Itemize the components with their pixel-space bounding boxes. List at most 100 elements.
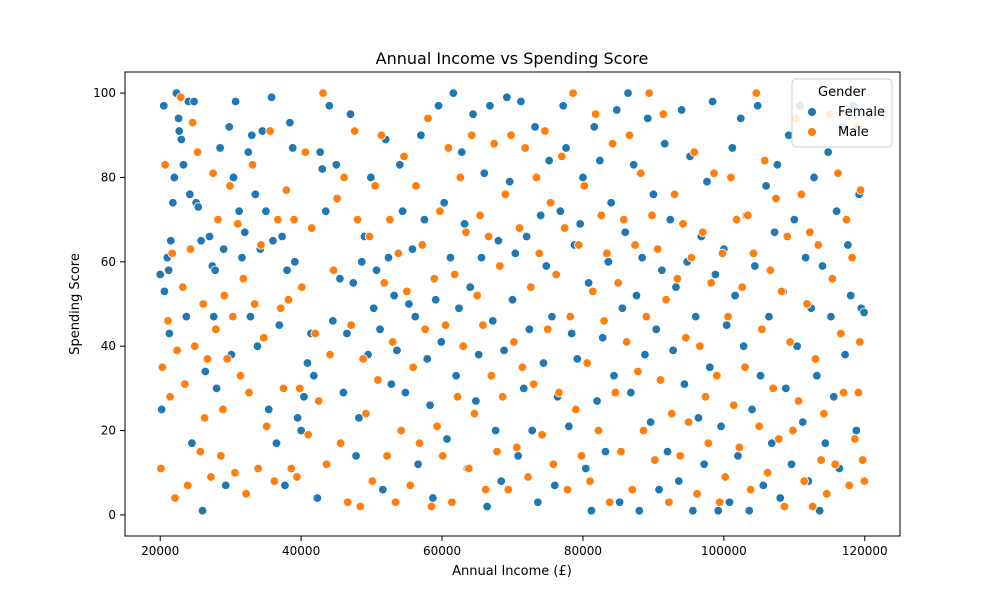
data-point-male <box>450 269 460 280</box>
data-point-female <box>609 371 619 381</box>
chart-title: Annual Income vs Spending Score <box>376 49 649 68</box>
data-point-female <box>524 324 535 335</box>
data-point-male <box>367 476 378 486</box>
data-point-female <box>348 278 358 288</box>
data-point-female <box>397 206 408 216</box>
data-point-male <box>219 290 230 301</box>
data-point-male <box>743 210 753 221</box>
data-point-male <box>283 295 294 305</box>
data-point-male <box>526 282 536 292</box>
data-point-female <box>178 160 189 170</box>
data-point-female <box>155 269 165 280</box>
x-tick-label: 100000 <box>701 544 747 558</box>
data-point-male <box>202 354 213 364</box>
data-point-female <box>733 451 743 461</box>
data-point-female <box>676 105 687 115</box>
data-point-male <box>175 92 186 103</box>
data-point-female <box>419 214 430 225</box>
data-point-female <box>490 425 501 436</box>
data-point-male <box>489 139 499 149</box>
data-point-male <box>300 147 311 157</box>
data-point-male <box>571 404 581 415</box>
data-point-female <box>292 413 303 423</box>
data-point-female <box>366 172 376 183</box>
data-point-male <box>438 451 448 461</box>
data-point-female <box>454 303 464 313</box>
data-point-male <box>723 311 733 322</box>
data-point-female <box>476 252 487 263</box>
y-axis-label: Spending Score <box>68 253 83 355</box>
data-point-female <box>530 122 540 132</box>
data-point-male <box>740 362 750 372</box>
data-point-male <box>689 147 699 157</box>
data-point-male <box>548 459 559 469</box>
data-point-male <box>512 442 522 453</box>
data-point-male <box>650 455 660 465</box>
data-point-male <box>321 459 332 469</box>
data-point-female <box>643 113 653 124</box>
data-point-male <box>361 408 371 419</box>
data-point-male <box>235 371 246 381</box>
data-point-male <box>273 214 283 225</box>
data-point-male <box>850 434 860 444</box>
data-point-male <box>253 463 263 474</box>
data-point-male <box>751 88 761 98</box>
data-point-female <box>575 219 585 229</box>
data-point-male <box>420 324 430 335</box>
data-point-female <box>166 236 176 246</box>
data-point-female <box>309 371 319 381</box>
data-point-female <box>634 505 645 516</box>
data-point-female <box>654 484 664 495</box>
data-point-female <box>583 278 594 288</box>
data-point-male <box>748 248 759 259</box>
data-point-female <box>705 362 715 372</box>
data-point-male <box>661 295 671 305</box>
data-point-female <box>631 290 642 301</box>
data-point-female <box>792 341 802 351</box>
data-point-male <box>810 354 821 364</box>
data-point-female <box>425 400 435 410</box>
data-point-female <box>750 261 760 271</box>
data-point-female <box>702 176 712 187</box>
data-point-male <box>349 126 360 136</box>
data-point-male <box>692 489 702 499</box>
data-point-male <box>225 181 235 191</box>
data-point-male <box>481 484 491 495</box>
data-point-female <box>781 383 791 394</box>
data-point-male <box>531 172 542 183</box>
data-point-female <box>826 311 836 322</box>
data-point-male <box>399 151 409 162</box>
data-point-male <box>500 189 511 200</box>
data-point-male <box>633 366 643 377</box>
data-point-female <box>626 387 636 398</box>
data-point-male <box>737 282 747 292</box>
data-point-female <box>428 493 438 503</box>
data-point-female <box>250 189 261 200</box>
data-point-female <box>724 497 735 507</box>
data-point-female <box>623 88 633 98</box>
data-point-male <box>230 468 240 478</box>
data-point-male <box>605 497 615 507</box>
data-point-female <box>354 413 364 423</box>
data-point-male <box>593 425 604 436</box>
x-tick-label: 120000 <box>842 544 888 558</box>
data-point-male <box>461 227 471 237</box>
y-tick-label: 20 <box>101 424 116 438</box>
data-point-female <box>312 493 323 503</box>
data-point-female <box>371 265 382 275</box>
data-point-female <box>413 459 423 469</box>
data-point-male <box>672 273 683 284</box>
data-point-male <box>731 214 742 225</box>
data-point-male <box>178 282 188 292</box>
data-point-female <box>243 147 254 157</box>
data-point-female <box>211 383 222 394</box>
data-point-female <box>465 282 475 292</box>
data-point-female <box>237 252 247 263</box>
data-point-male <box>405 480 416 491</box>
data-point-male <box>339 172 349 183</box>
data-point-female <box>410 311 420 322</box>
data-point-female <box>606 198 616 208</box>
data-point-male <box>630 240 640 250</box>
data-point-male <box>762 468 773 478</box>
data-point-male <box>599 316 609 326</box>
